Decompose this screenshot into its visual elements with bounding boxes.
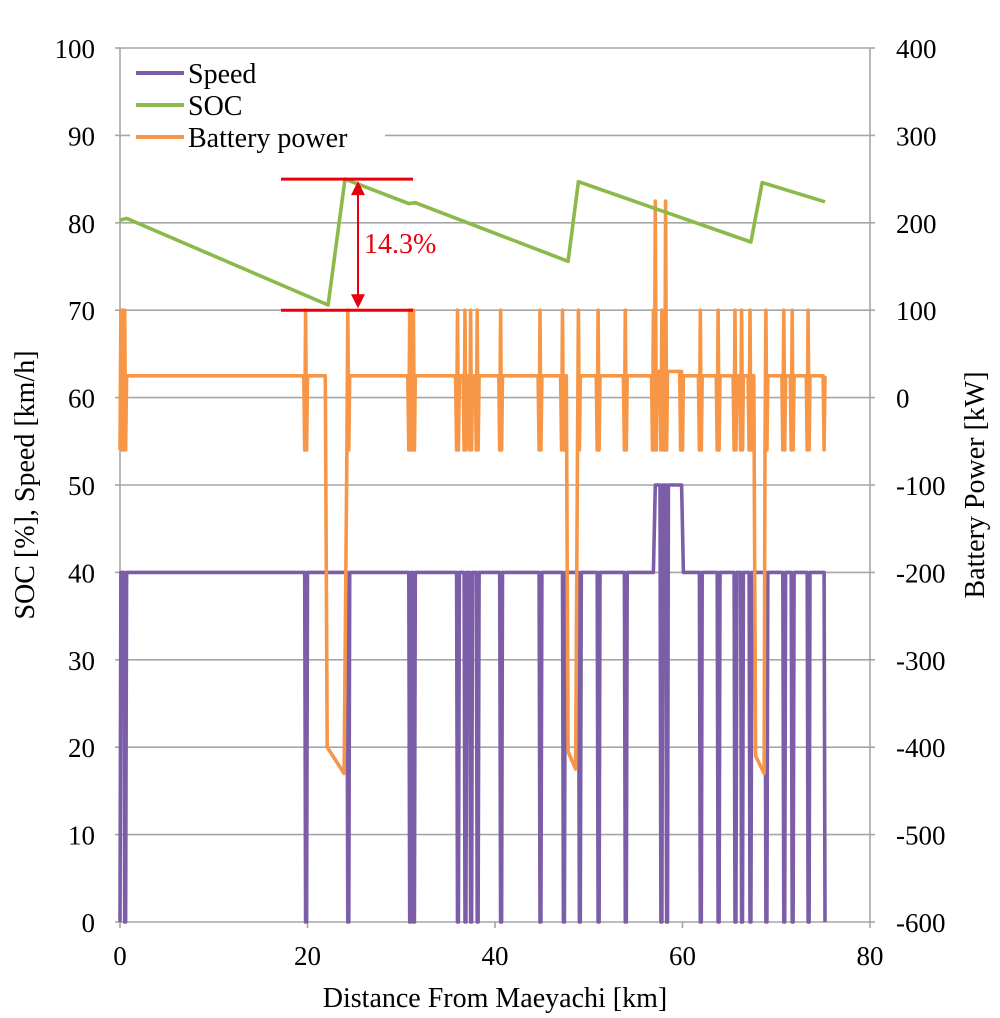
right-y-tick-label: 0 xyxy=(896,384,910,414)
legend-label: Speed xyxy=(188,59,256,90)
right-y-tick-label: -500 xyxy=(896,821,946,851)
x-axis-title: Distance From Maeyachi [km] xyxy=(323,983,667,1014)
x-tick-label: 80 xyxy=(857,941,884,971)
left-y-tick-label: 0 xyxy=(82,908,96,938)
annotation-arrowhead-up xyxy=(351,181,365,196)
right-y-tick-label: -200 xyxy=(896,558,946,588)
right-y-axis-title: Battery Power [kW] xyxy=(960,371,991,598)
left-y-tick-label: 20 xyxy=(68,733,95,763)
x-tick-label: 20 xyxy=(294,941,321,971)
left-y-tick-label: 90 xyxy=(68,121,95,151)
series-line-battery-power xyxy=(118,199,827,776)
tick-labels: 0 10 20 30 40 50 60 70 80 90 100 -600 -500 -400 -300 -2… xyxy=(55,34,946,971)
right-y-tick-label: -400 xyxy=(896,733,946,763)
right-y-tick-label: 200 xyxy=(896,209,937,239)
left-y-tick-label: 80 xyxy=(68,209,95,239)
right-y-tick-label: -300 xyxy=(896,646,946,676)
series-lines xyxy=(118,177,827,924)
right-y-tick-label: 100 xyxy=(896,296,937,326)
left-y-tick-label: 100 xyxy=(55,34,96,64)
left-y-tick-label: 70 xyxy=(68,296,95,326)
right-y-tick-label: -100 xyxy=(896,471,946,501)
x-tick-label: 0 xyxy=(113,941,127,971)
right-y-tick-label: 400 xyxy=(896,34,937,64)
annotation-label: 14.3% xyxy=(364,229,436,260)
legend-label: SOC xyxy=(188,91,242,122)
left-y-tick-label: 50 xyxy=(68,471,95,501)
gridlines xyxy=(120,47,870,836)
legend-label: Battery power xyxy=(188,123,348,154)
left-y-tick-label: 30 xyxy=(68,646,95,676)
annotations: 14.3% xyxy=(281,177,436,312)
axes xyxy=(115,47,875,928)
x-tick-label: 40 xyxy=(482,941,509,971)
left-y-axis-title: SOC [%], Speed [km/h] xyxy=(10,350,41,619)
right-y-tick-label: -600 xyxy=(896,908,946,938)
left-y-tick-label: 60 xyxy=(68,384,95,414)
left-y-tick-label: 40 xyxy=(68,558,95,588)
annotation-arrowhead-down xyxy=(351,294,365,309)
right-y-tick-label: 300 xyxy=(896,121,937,151)
left-y-tick-label: 10 xyxy=(68,821,95,851)
x-tick-label: 60 xyxy=(669,941,696,971)
series-line-soc xyxy=(119,177,826,307)
series-line-speed xyxy=(118,483,827,924)
